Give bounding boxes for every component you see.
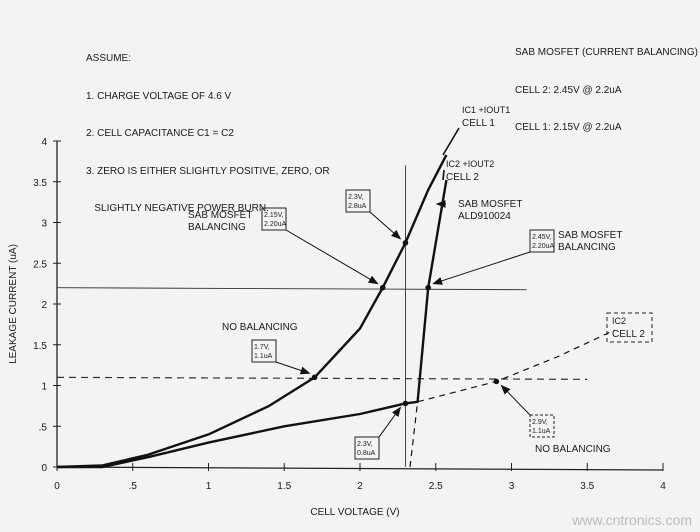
annotation-box [345,189,371,213]
data-point [402,240,409,246]
y-tick-label: 2 [41,300,47,311]
reference-line [56,376,588,380]
curve-label-line2: CELL 1 [462,118,495,129]
annotation-box-text: 2.15V, [264,212,284,219]
annotation-box-text: 2.20uA [264,221,287,228]
annotation-box [354,436,380,460]
summary-note: SAB MOSFET (CURRENT BALANCING) CELL 2: 2… [515,22,698,160]
series-line [56,154,448,469]
annotation-text: NO BALANCING [222,322,298,333]
annotation-text: NO BALANCING [535,444,611,455]
annotation-text: SAB MOSFET [188,210,252,221]
watermark: www.cntronics.com [572,512,692,528]
annotation-arrow [369,211,402,240]
annotation-text: SAB MOSFET [558,230,622,241]
y-axis-label: LEAKAGE CURRENT (uA) [8,244,19,364]
annotation-box-text: 2.3V, [357,441,373,448]
annotation-arrow [432,251,531,285]
x-tick-label: 3 [509,481,515,492]
assumption-item: 2. CELL CAPACITANCE C1 = C2 [86,128,234,139]
assumption-item: 3. ZERO IS EITHER SLIGHTLY POSITIVE, ZER… [86,165,330,177]
annotation-text: BALANCING [558,242,616,253]
curve-label-line1: IC1 +IOUT1 [462,105,510,115]
assumption-item: 1. CHARGE VOLTAGE OF 4.6 V [86,90,232,102]
annotation-box [529,229,555,253]
annotation-arrow [500,384,531,416]
y-tick-label: .5 [39,422,48,433]
data-point [425,284,431,291]
annotation-box [261,207,287,231]
summary-item: CELL 2: 2.45V @ 2.2uA [515,84,622,96]
y-tick-label: 4 [41,137,47,148]
assumption-item: SLIGHTLY NEGATIVE POWER BURN. [86,203,269,214]
curve-label-leader [442,169,445,181]
data-point [311,374,318,381]
x-tick-label: .5 [129,481,138,492]
annotation-box-text: 2.9V, [532,419,548,426]
x-tick-label: 2.5 [429,481,443,492]
annotation-arrow [378,406,402,438]
annotation-box [251,339,277,363]
x-tick-label: 2 [357,481,363,492]
curve-label-leader [442,127,460,156]
y-tick-label: 3.5 [33,178,47,189]
reference-line [56,287,527,291]
y-tick-label: 1 [41,382,47,393]
curve-label-line2: CELL 2 [612,329,645,340]
curve-label-line1: IC2 [612,316,626,326]
annotation-box-text: 0.8uA [357,450,376,457]
annotation-box-text: 1.7V, [254,344,270,351]
data-point [379,284,386,291]
x-tick-label: 1.5 [277,481,291,492]
y-tick-label: 1.5 [33,341,47,352]
assumptions-title: ASSUME: [86,53,132,64]
annotation-text: ALD910024 [458,211,511,222]
curve-label-line1: IC2 +IOUT2 [446,159,494,169]
data-point [493,378,500,385]
annotation-box-text: 1.1uA [532,428,551,435]
curve-label-box [606,312,653,343]
annotation-box-text: 2.45V, [532,234,552,241]
data-point [402,400,409,407]
x-tick-label: 3.5 [580,481,594,492]
annotation-box-text: 1.1uA [254,353,273,360]
annotation-text: BALANCING [188,222,246,233]
annotation-text: SAB MOSFET [458,199,522,210]
x-tick-label: 0 [54,481,60,492]
annotation-box [529,414,555,438]
assumptions-note: ASSUME: 1. CHARGE VOLTAGE OF 4.6 V 2. CE… [86,28,330,241]
curve-label-line2: CELL 2 [446,172,479,183]
series-line [57,179,448,469]
x-axis-label: CELL VOLTAGE (V) [310,507,399,518]
annotation-arrow [275,361,311,375]
annotation-box-text: 2.3V, [348,194,364,201]
y-tick-label: 2.5 [33,259,47,270]
annotation-arrow [285,229,379,285]
annotation-box-text: 2.20uA [532,243,555,250]
x-tick-label: 1 [206,481,212,492]
summary-title: SAB MOSFET (CURRENT BALANCING) [515,47,698,58]
annotation-box-text: 2.8uA [348,203,367,210]
x-tick-label: 4 [660,481,666,492]
y-tick-label: 0 [41,463,47,474]
summary-item: CELL 1: 2.15V @ 2.2uA [515,122,622,133]
y-tick-label: 3 [41,219,47,230]
